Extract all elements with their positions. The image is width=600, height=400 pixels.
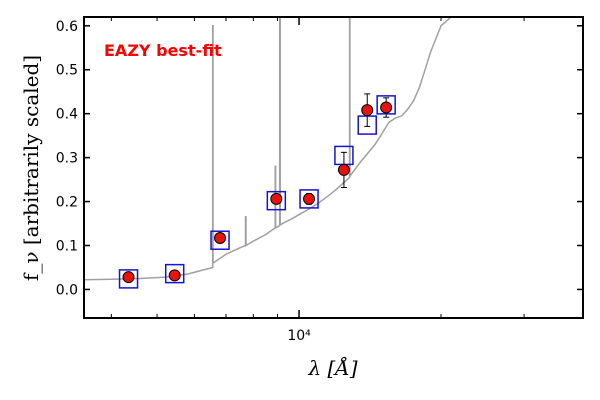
y-tick-label: 0.5 (56, 63, 78, 79)
observed-point-layer (122, 101, 393, 284)
model-flux-box (266, 190, 287, 211)
model-flux-box (164, 263, 185, 284)
y-tick-label: 0.3 (56, 151, 78, 167)
model-box-layer (118, 95, 396, 289)
model-flux-box (118, 269, 139, 289)
annotation-label: EAZY best-fit (104, 41, 222, 60)
y-tick-label: 0.6 (56, 19, 78, 35)
observed-point (270, 192, 283, 205)
observed-point (337, 163, 350, 176)
sed-line (84, 17, 452, 281)
x-axis-label: λ [Å] (307, 355, 357, 380)
x-tick-label: 10⁴ (287, 328, 311, 344)
observed-point (122, 271, 135, 284)
axis-ticks: 0.0 0.1 0.2 0.3 0.4 0.5 0.6 10⁴ (56, 17, 583, 344)
sed-layer (84, 17, 452, 281)
y-tick-label: 0.0 (56, 282, 78, 298)
y-tick-label: 0.4 (56, 107, 78, 123)
model-flux-box (376, 95, 396, 115)
y-tick-label: 0.2 (56, 195, 78, 211)
model-flux-box (210, 230, 230, 250)
observed-point (168, 269, 181, 282)
observed-point (303, 192, 316, 205)
plot-frame (83, 16, 584, 319)
axes-frame (83, 16, 584, 319)
observed-point (214, 232, 227, 245)
y-tick-label: 0.1 (56, 238, 78, 254)
observed-point (361, 104, 374, 117)
y-axis-label: f_ν [arbitrarily scaled] (19, 55, 43, 281)
observed-point (380, 101, 393, 114)
model-flux-box (299, 189, 319, 209)
